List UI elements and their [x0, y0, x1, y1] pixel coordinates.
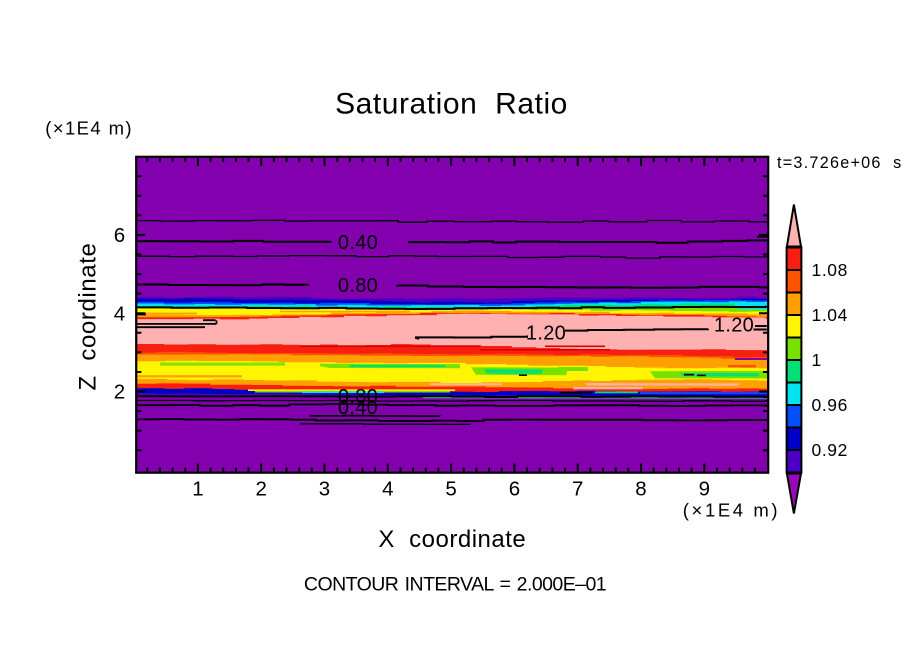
svg-text:0.40: 0.40 [338, 397, 378, 419]
svg-text:2: 2 [255, 478, 266, 501]
svg-text:Saturation Ratio: Saturation Ratio [335, 88, 568, 121]
svg-text:(×1E4 m): (×1E4 m) [45, 118, 133, 139]
svg-text:5: 5 [445, 478, 456, 501]
svg-text:(×1E4 m): (×1E4 m) [683, 500, 780, 521]
svg-text:6: 6 [114, 224, 125, 247]
svg-text:1: 1 [192, 478, 203, 501]
svg-text:1.20: 1.20 [714, 314, 754, 336]
svg-text:0.80: 0.80 [338, 386, 378, 408]
svg-text:7: 7 [572, 478, 583, 501]
svg-text:1.08: 1.08 [812, 260, 848, 280]
svg-text:3: 3 [319, 478, 330, 501]
svg-text:0.92: 0.92 [812, 440, 848, 460]
svg-text:8: 8 [635, 478, 646, 501]
svg-text:Z coordinate: Z coordinate [75, 243, 102, 391]
svg-text:CONTOUR INTERVAL = 2.000E–01: CONTOUR INTERVAL = 2.000E–01 [304, 574, 606, 596]
svg-text:6: 6 [509, 478, 520, 501]
svg-text:2: 2 [114, 381, 125, 404]
svg-text:1: 1 [812, 350, 822, 370]
svg-text:X coordinate: X coordinate [378, 526, 526, 553]
svg-text:0.40: 0.40 [338, 232, 378, 254]
svg-text:4: 4 [114, 302, 125, 325]
svg-text:1.20: 1.20 [526, 322, 566, 344]
svg-text:0.80: 0.80 [338, 275, 378, 297]
svg-text:0.96: 0.96 [812, 395, 848, 415]
svg-text:9: 9 [699, 478, 710, 501]
svg-text:t=3.726e+06 s: t=3.726e+06 s [777, 154, 903, 172]
svg-text:4: 4 [382, 478, 393, 501]
svg-text:1.04: 1.04 [812, 305, 848, 325]
